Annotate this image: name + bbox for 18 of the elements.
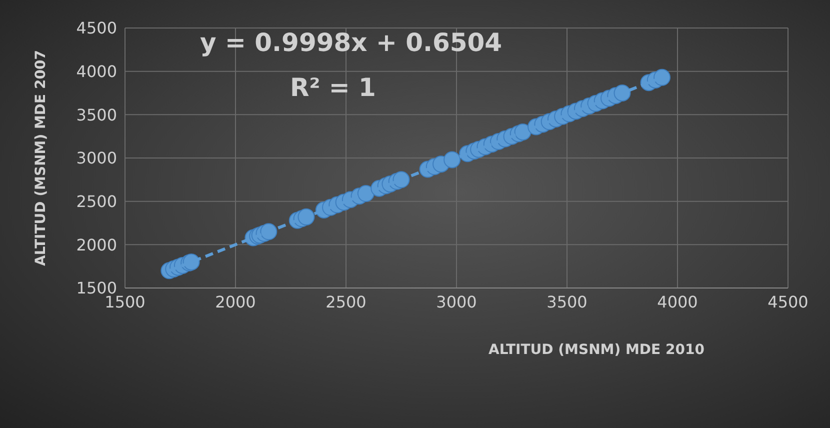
y-tick-label: 4000 bbox=[76, 62, 117, 82]
point bbox=[298, 208, 315, 226]
x-tick-label: 2000 bbox=[215, 292, 256, 312]
y-tick-label: 3000 bbox=[76, 148, 117, 168]
y-axis-title: ALTITUD (MSNM) MDE 2007 bbox=[32, 50, 49, 266]
annotation: y = 0.9998x + 0.6504 bbox=[200, 28, 502, 57]
x-tick-label: 2500 bbox=[326, 292, 366, 312]
y-tick-label: 2500 bbox=[76, 192, 117, 212]
y-tick-label: 3500 bbox=[76, 105, 117, 124]
annotation: R² = 1 bbox=[290, 73, 376, 102]
point bbox=[654, 68, 671, 86]
x-axis-title: ALTITUD (MSNM) MDE 2010 bbox=[488, 342, 705, 358]
y-tick-label: 4500 bbox=[76, 18, 117, 38]
x-tick-label: 3000 bbox=[436, 292, 477, 312]
x-tick-label: 4000 bbox=[657, 292, 698, 312]
y-tick-label: 2000 bbox=[76, 235, 117, 254]
x-tick-label: 3500 bbox=[546, 292, 588, 312]
x-tick-label: 4500 bbox=[768, 292, 808, 312]
